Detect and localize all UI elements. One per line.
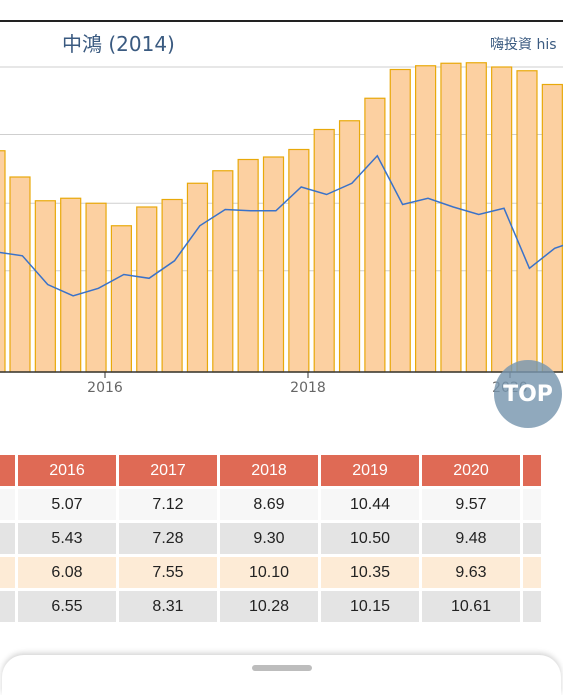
quarterly-data-table: 2016 2017 2018 2019 2020 5.07 7.12 8.69 … — [0, 452, 563, 625]
table-cell: 8.69 — [220, 489, 318, 520]
table-cell: 5.43 — [18, 523, 116, 554]
table-cell: 5.07 — [18, 489, 116, 520]
table-cell-edge — [0, 591, 15, 622]
table-cell: 9.63 — [422, 557, 520, 588]
chart-bar — [364, 97, 386, 373]
table-header-edge — [0, 455, 15, 486]
table-cell: 8.31 — [119, 591, 217, 622]
table-row: 6.08 7.55 10.10 10.35 9.63 — [0, 557, 541, 588]
chart-bar — [110, 225, 133, 373]
table-cell: 6.55 — [18, 591, 116, 622]
sheet-drag-handle[interactable] — [252, 665, 312, 671]
chart-bar — [262, 156, 285, 373]
table-row: 5.07 7.12 8.69 10.44 9.57 — [0, 489, 541, 520]
table-cell-edge — [523, 489, 541, 520]
chart-bar — [186, 182, 209, 373]
price-chart: 201620182020 — [0, 20, 563, 396]
back-to-top-button[interactable]: TOP — [494, 360, 562, 428]
chart-title: 中鴻 (2014) — [62, 32, 175, 56]
bottom-sheet[interactable] — [2, 655, 561, 695]
x-tick-label: 2018 — [290, 380, 326, 396]
table-cell: 6.08 — [18, 557, 116, 588]
table-cell: 10.44 — [321, 489, 419, 520]
table-cell: 9.57 — [422, 489, 520, 520]
chart-bar — [9, 176, 31, 373]
table-row: 5.43 7.28 9.30 10.50 9.48 — [0, 523, 541, 554]
chart-bar — [516, 70, 538, 373]
chart-bar — [212, 170, 234, 373]
table-cell-edge — [0, 523, 15, 554]
chart-bar — [415, 65, 437, 373]
table-cell: 9.48 — [422, 523, 520, 554]
x-tick-label: 2016 — [87, 380, 123, 396]
table-cell: 9.30 — [220, 523, 318, 554]
chart-bar — [85, 202, 107, 373]
table-header-cell: 2017 — [119, 455, 217, 486]
table-cell: 10.35 — [321, 557, 419, 588]
table-cell-edge — [0, 489, 15, 520]
chart-line-series — [0, 154, 563, 297]
table-cell: 10.61 — [422, 591, 520, 622]
table-cell-edge — [523, 523, 541, 554]
chart-source-label[interactable]: 嗨投資 his — [490, 37, 557, 53]
table-cell: 10.28 — [220, 591, 318, 622]
chart-bar — [465, 62, 487, 373]
table-header-cell: 2016 — [18, 455, 116, 486]
table-cell: 7.55 — [119, 557, 217, 588]
table-header-cell: 2018 — [220, 455, 318, 486]
table-cell: 7.28 — [119, 523, 217, 554]
table-row: 6.55 8.31 10.28 10.15 10.61 — [0, 591, 541, 622]
chart-bar — [161, 198, 183, 373]
chart-bar — [440, 62, 462, 373]
chart-bar-partial — [0, 150, 6, 373]
chart-bar — [389, 68, 411, 373]
chart-bar — [237, 158, 259, 373]
chart-bar — [136, 206, 158, 373]
table-cell-edge — [0, 557, 15, 588]
table-header-edge — [523, 455, 541, 486]
chart-bar — [541, 83, 563, 373]
table-cell: 10.10 — [220, 557, 318, 588]
table-cell: 10.15 — [321, 591, 419, 622]
table-header-row: 2016 2017 2018 2019 2020 — [0, 455, 541, 486]
chart-bar — [60, 197, 82, 373]
table-header-cell: 2019 — [321, 455, 419, 486]
table-cell: 7.12 — [119, 489, 217, 520]
table-cell-edge — [523, 557, 541, 588]
chart-bar — [338, 120, 361, 373]
table-cell: 10.50 — [321, 523, 419, 554]
chart-bar — [288, 148, 310, 373]
table-cell-edge — [523, 591, 541, 622]
chart-svg: 201620182020 — [0, 20, 563, 396]
table-header-cell: 2020 — [422, 455, 520, 486]
chart-bar — [313, 128, 335, 373]
